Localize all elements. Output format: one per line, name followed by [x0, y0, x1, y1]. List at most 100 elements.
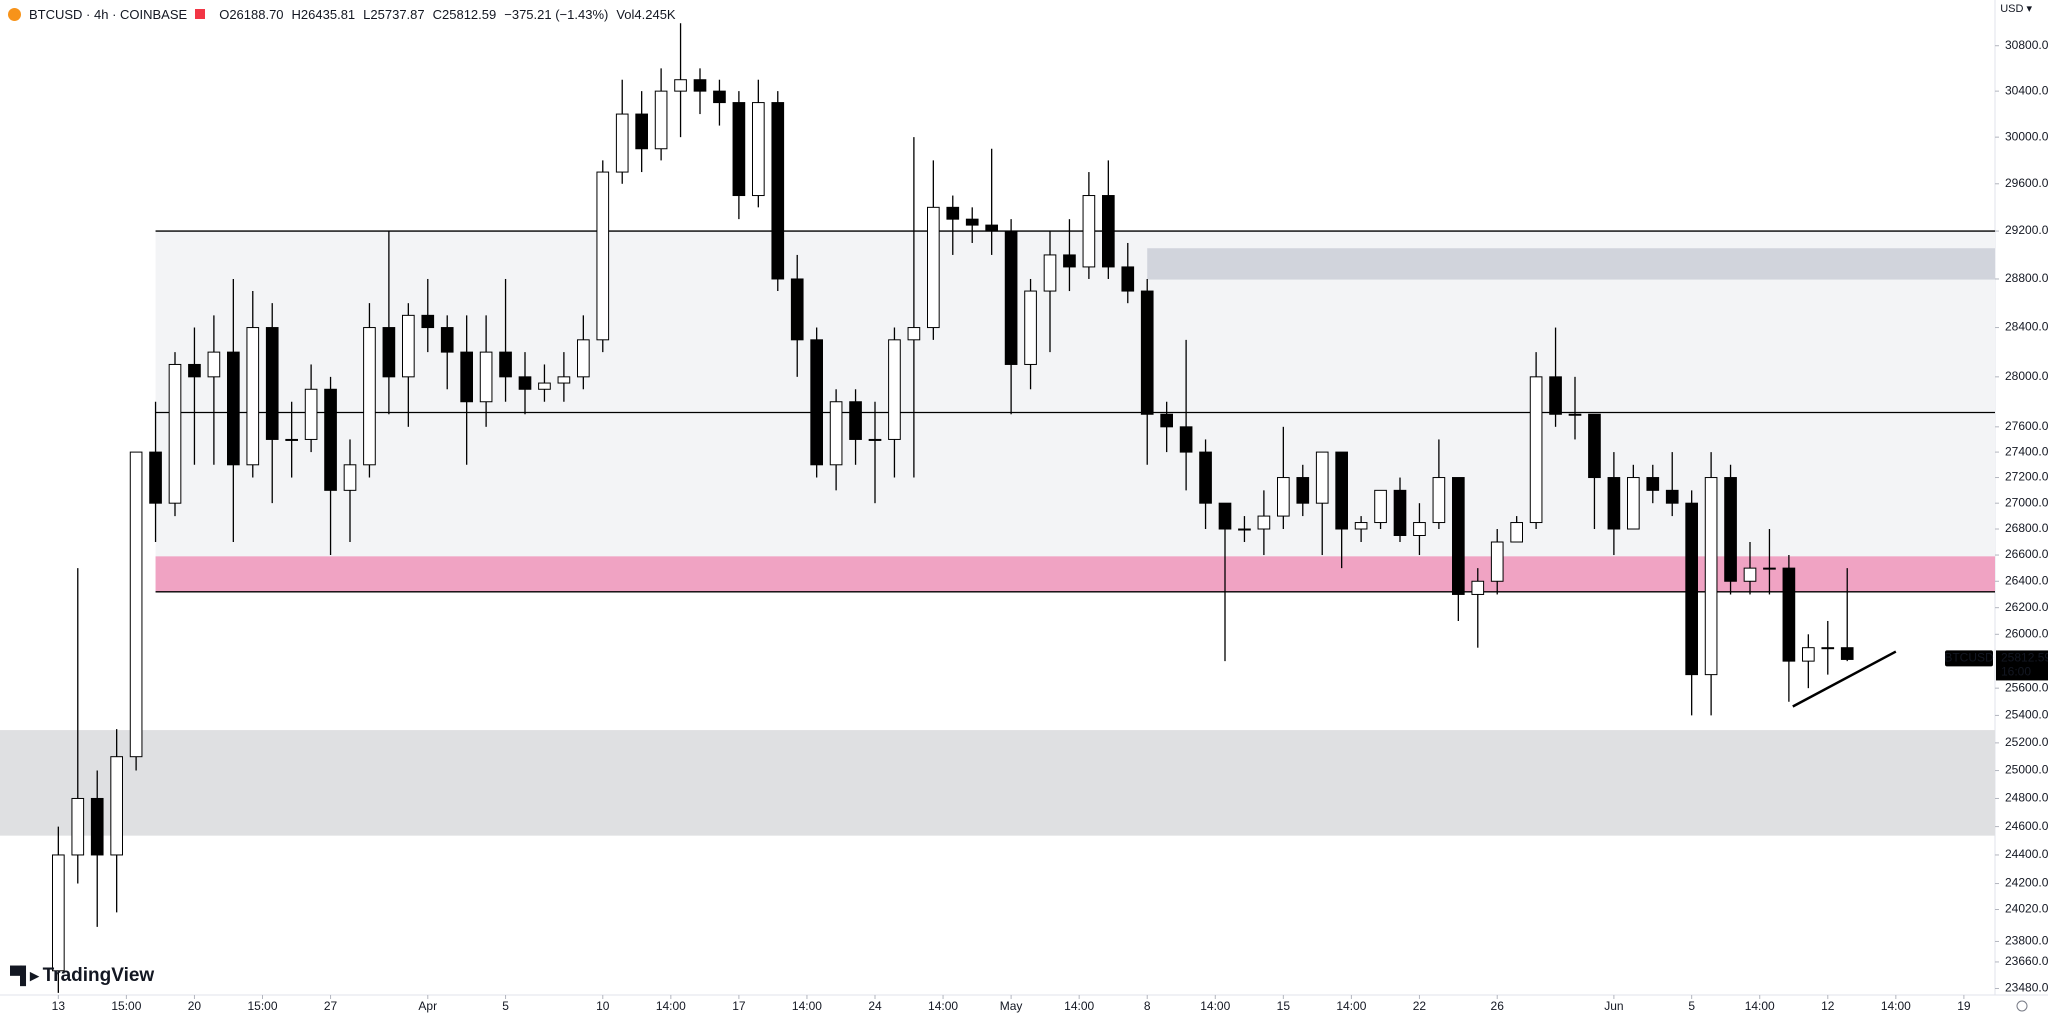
candle-body: [538, 382, 551, 390]
candle-body: [460, 351, 474, 403]
candle-body: [1782, 567, 1796, 662]
brand-logo: ▀▌▸: [10, 966, 39, 985]
candle-body: [1179, 426, 1193, 453]
candle-body: [1393, 489, 1407, 537]
y-tick-label: 27400.00: [2005, 444, 2048, 458]
y-tick-label: 27600.00: [2005, 419, 2048, 433]
drawn-line: [1792, 650, 1897, 708]
candle-body: [1588, 413, 1601, 479]
candle-body: [1510, 522, 1524, 543]
candle-body: [1335, 451, 1349, 530]
x-tick-label: 14:00: [1336, 999, 1366, 1013]
candle-body: [1063, 254, 1076, 268]
candle-body: [207, 351, 221, 378]
candle-body: [635, 113, 648, 150]
candle-body: [1121, 266, 1135, 292]
change: −375.21 (−1.43%): [504, 6, 609, 22]
candle-body: [90, 797, 104, 856]
x-tick-label: 26: [1491, 999, 1505, 1013]
candle-body: [479, 351, 493, 403]
brand-name: TradingView: [42, 965, 155, 986]
candle-body: [1646, 477, 1660, 491]
currency-menu[interactable]: USD ▾: [2000, 3, 2032, 15]
candle-body: [110, 756, 124, 856]
y-tick-label: 29200.00: [2005, 223, 2048, 237]
y-tick-label: 26800.00: [2005, 521, 2048, 535]
candle-body: [1082, 195, 1096, 268]
ohlc-close: C25812.59: [432, 6, 497, 22]
x-tick-label: Apr: [418, 999, 437, 1013]
candle-body: [1607, 477, 1621, 530]
price-tag-price: 25812.59: [2001, 651, 2048, 665]
candle-body: [402, 314, 415, 378]
symbol[interactable]: BTCUSD · 4h · COINBASE: [29, 6, 188, 22]
candle-body: [1277, 477, 1290, 517]
candle-body: [868, 438, 882, 441]
candle-body: [1238, 528, 1251, 531]
candle-body: [1665, 489, 1679, 504]
zone: [155, 231, 1996, 592]
candle-body: [1160, 413, 1174, 428]
candle-body: [654, 90, 668, 150]
candle-body: [1102, 195, 1115, 268]
x-tick-label: 22: [1413, 999, 1427, 1013]
candle-body: [129, 451, 143, 758]
ohlc-open: O26188.70: [219, 6, 284, 22]
y-tick-label: 26200.00: [2005, 600, 2048, 614]
y-tick-label: 30000.00: [2005, 129, 2048, 143]
candle-body: [1296, 477, 1310, 504]
settings-icon[interactable]: [2016, 1000, 2028, 1012]
candle-body: [71, 797, 85, 856]
x-tick-label: 5: [502, 999, 509, 1013]
candle-body: [363, 327, 376, 466]
x-tick-label: Jun: [1604, 999, 1623, 1013]
candle-body: [790, 278, 804, 341]
candle-body: [752, 102, 765, 197]
candle-body: [693, 79, 707, 92]
candle-body: [1452, 477, 1465, 595]
candle-body: [1529, 376, 1543, 524]
y-tick-label: 26400.00: [2005, 573, 2048, 587]
x-tick-label: 17: [732, 999, 746, 1013]
candle-body: [246, 327, 260, 466]
plot-area: [0, 23, 1996, 993]
price-tag-symbol: BTCUSD: [1944, 651, 1994, 665]
y-tick-label: 25600.00: [2005, 680, 2048, 694]
candle-body: [324, 388, 337, 491]
candle-body: [1140, 290, 1154, 415]
candle-body: [440, 327, 454, 353]
candle-body: [985, 224, 998, 232]
candle-body: [927, 206, 940, 329]
candle-body: [382, 327, 396, 378]
y-tick-label: 24400.00: [2005, 847, 2048, 861]
currency[interactable]: USD: [2000, 3, 2024, 15]
x-tick-label: 14:00: [1745, 999, 1775, 1013]
x-tick-label: 14:00: [1064, 999, 1094, 1013]
y-tick-label: 28400.00: [2005, 320, 2048, 334]
x-tick-label: May: [1000, 999, 1023, 1013]
candle-body: [713, 90, 726, 104]
candle-body: [421, 314, 435, 329]
candle-body: [557, 376, 571, 384]
status-icon: [195, 9, 206, 19]
y-tick-label: 30800.00: [2005, 38, 2048, 52]
ohlc-low: L25737.87: [363, 6, 425, 22]
y-tick-label: 25000.00: [2005, 763, 2048, 777]
candle-body: [946, 206, 960, 220]
x-tick-label: 27: [324, 999, 338, 1013]
zone: [155, 556, 1996, 592]
candle-body: [265, 327, 279, 440]
x-tick-label: 19: [1957, 999, 1971, 1013]
candle-body: [596, 171, 610, 341]
candle-body: [1743, 567, 1757, 582]
candle-body: [1024, 290, 1037, 365]
y-tick-label: 26600.00: [2005, 547, 2048, 561]
y-tick-label: 25200.00: [2005, 735, 2048, 749]
y-tick-label: 30400.00: [2005, 83, 2048, 97]
x-tick-label: 20: [188, 999, 202, 1013]
candle-body: [674, 79, 687, 92]
candle-body: [1199, 451, 1212, 504]
y-tick-label: 25400.00: [2005, 708, 2048, 722]
candle-body: [188, 363, 201, 378]
